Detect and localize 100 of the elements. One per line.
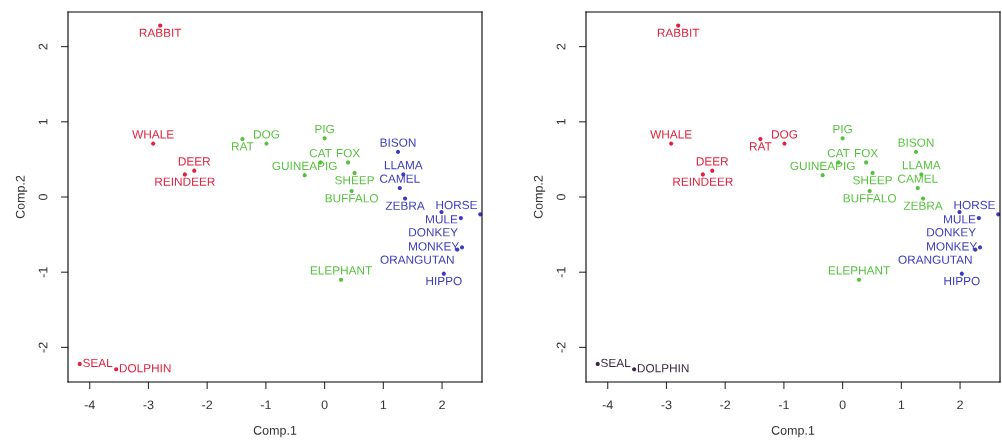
y-tick-label: -2 xyxy=(556,342,566,353)
data-label: DOLPHIN xyxy=(637,364,689,373)
point xyxy=(322,136,327,141)
y-axis-title: Comp.2 xyxy=(15,175,28,219)
x-tick-label: 1 xyxy=(380,400,387,410)
y-tick-label: 0 xyxy=(38,194,48,200)
data-label: HIPPO xyxy=(426,276,462,286)
point xyxy=(920,196,926,201)
point xyxy=(820,173,825,178)
x-tick-label: -3 xyxy=(661,400,672,410)
data-label: REINDEER xyxy=(155,177,215,186)
point xyxy=(240,137,245,142)
data-label: MULE xyxy=(944,215,976,224)
point xyxy=(338,277,344,282)
point xyxy=(346,160,351,165)
point xyxy=(867,188,872,194)
point xyxy=(158,23,163,28)
point xyxy=(700,172,705,177)
data-label: DOLPHIN xyxy=(119,364,171,373)
data-label: MULE xyxy=(426,215,458,224)
point xyxy=(915,185,920,191)
data-label: MONKEY xyxy=(927,242,977,251)
data-label: DOG xyxy=(772,130,798,139)
y-tick-label: 1 xyxy=(556,118,566,125)
y-tick-label: -1 xyxy=(38,267,48,278)
data-label: ORANGUTAN xyxy=(380,255,454,264)
point xyxy=(595,361,600,367)
point xyxy=(913,149,919,154)
data-label: WHALE xyxy=(650,130,692,139)
data-label: DONKEY xyxy=(927,228,976,237)
data-label: SEAL xyxy=(601,358,631,368)
x-tick-label: -4 xyxy=(602,400,613,410)
point xyxy=(114,367,119,372)
data-label: FOX xyxy=(854,148,878,158)
point xyxy=(151,141,156,146)
y-tick-label: 0 xyxy=(556,194,566,200)
point xyxy=(676,23,681,28)
data-label: BUFFALO xyxy=(843,194,896,203)
data-label: MONKEY xyxy=(409,242,459,251)
data-label: BISON xyxy=(898,138,934,147)
data-label: CAMEL xyxy=(380,174,420,183)
point xyxy=(458,215,463,221)
x-tick-label: -3 xyxy=(143,400,154,410)
point xyxy=(192,168,197,173)
point xyxy=(710,168,715,173)
point xyxy=(856,277,862,282)
point xyxy=(402,196,408,201)
data-label: DONKEY xyxy=(409,228,458,237)
data-label: ELEPHANT xyxy=(828,266,890,275)
x-axis-title: Comp.1 xyxy=(771,425,815,438)
data-label: RAT xyxy=(232,142,254,151)
data-label: CAT xyxy=(309,148,332,158)
point xyxy=(441,271,446,276)
data-label: RABBIT xyxy=(657,28,700,37)
point xyxy=(840,136,845,141)
point xyxy=(977,245,983,250)
y-tick-label: -1 xyxy=(556,267,566,278)
data-label: RAT xyxy=(750,142,772,151)
data-label: DOG xyxy=(254,130,280,139)
data-label: BISON xyxy=(380,138,416,147)
point xyxy=(870,170,875,176)
x-axis-title: Comp.1 xyxy=(253,425,297,438)
x-tick-label: -2 xyxy=(202,400,213,410)
x-tick-label: 1 xyxy=(898,400,905,410)
data-label: ORANGUTAN xyxy=(898,255,972,264)
data-label: LLAMA xyxy=(384,161,423,170)
data-label: ELEPHANT xyxy=(310,266,372,275)
data-label: WHALE xyxy=(132,130,174,139)
data-label: CAT xyxy=(827,148,850,158)
data-label: SHEEP xyxy=(335,176,374,185)
data-label: RABBIT xyxy=(139,28,182,37)
x-tick-label: 0 xyxy=(839,400,846,410)
point xyxy=(976,215,981,221)
data-label: SEAL xyxy=(83,358,113,368)
x-tick-label: 2 xyxy=(439,400,445,410)
y-tick-label: 2 xyxy=(556,43,566,50)
data-label: LLAMA xyxy=(902,161,941,170)
x-tick-label: -2 xyxy=(720,400,731,410)
y-axis-title: Comp.2 xyxy=(533,175,546,219)
point xyxy=(459,245,465,250)
point xyxy=(864,160,869,165)
point xyxy=(632,367,637,372)
data-label: HORSE xyxy=(954,200,995,210)
point xyxy=(959,271,964,276)
data-label: GUINEAPIG xyxy=(790,161,855,171)
data-label: ZEBRA xyxy=(385,201,425,210)
point xyxy=(395,149,401,154)
y-tick-label: -2 xyxy=(38,342,48,353)
x-tick-label: 0 xyxy=(321,400,328,410)
x-tick-label: -1 xyxy=(260,400,271,410)
x-tick-label: -4 xyxy=(84,400,95,410)
point xyxy=(302,173,307,178)
data-label: FOX xyxy=(336,148,360,158)
y-tick-label: 2 xyxy=(38,43,48,50)
data-label: BUFFALO xyxy=(325,194,378,203)
data-label: REINDEER xyxy=(673,177,733,186)
point xyxy=(77,361,82,367)
x-tick-label: 2 xyxy=(957,400,963,410)
data-label: CAMEL xyxy=(898,174,938,183)
point xyxy=(349,188,354,194)
